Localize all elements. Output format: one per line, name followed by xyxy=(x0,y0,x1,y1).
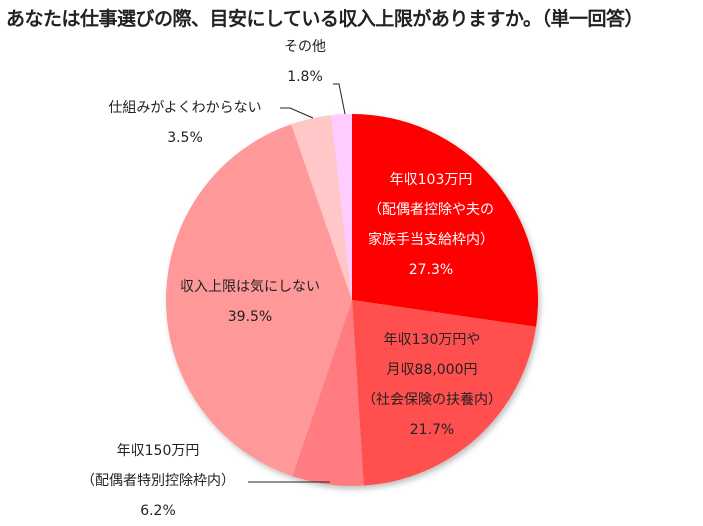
label-150-value: 6.2% xyxy=(140,503,176,519)
label-150-line2: （配偶者特別控除枠内） xyxy=(81,473,235,489)
label-130-line2: 月収88,000円 xyxy=(386,362,478,378)
label-150: 年収150万円 （配偶者特別控除枠内） 6.2% xyxy=(68,436,248,526)
pie-slice xyxy=(352,300,537,486)
label-103: 年収103万円 （配偶者控除や夫の 家族手当支給枠内） 27.3% xyxy=(356,165,506,285)
label-103-line3: 家族手当支給枠内） xyxy=(368,232,494,248)
label-no-limit-value: 39.5% xyxy=(227,309,273,325)
label-unknown-value: 3.5% xyxy=(167,130,203,146)
leader-line-unknown xyxy=(280,107,314,119)
leader-line-other xyxy=(333,83,346,115)
label-103-line1: 年収103万円 xyxy=(389,172,473,188)
label-other-line1: その他 xyxy=(284,39,326,55)
label-no-limit: 収入上限は気にしない 39.5% xyxy=(175,272,325,332)
pie-slice xyxy=(292,300,364,486)
chart-title: あなたは仕事選びの際、目安にしている収入上限がありますか。（単一回答） xyxy=(6,8,644,30)
label-other: その他 1.8% xyxy=(270,32,340,92)
label-103-value: 27.3% xyxy=(408,262,454,278)
pie-slice xyxy=(166,124,352,477)
pie-slice xyxy=(331,114,352,300)
pie-slices xyxy=(166,114,538,486)
label-130: 年収130万円や 月収88,000円 （社会保険の扶養内） 21.7% xyxy=(362,325,502,445)
label-other-value: 1.8% xyxy=(287,69,323,85)
label-unknown-line1: 仕組みがよくわからない xyxy=(108,100,262,116)
label-103-line2: （配偶者控除や夫の xyxy=(368,202,494,218)
pie-slice xyxy=(291,115,352,300)
label-130-value: 21.7% xyxy=(409,422,455,438)
label-150-line1: 年収150万円 xyxy=(116,443,200,459)
label-no-limit-line1: 収入上限は気にしない xyxy=(180,279,320,295)
label-130-line1: 年収130万円や xyxy=(383,332,481,348)
pie-slice xyxy=(352,114,538,327)
label-130-line3: （社会保険の扶養内） xyxy=(362,392,502,408)
label-unknown: 仕組みがよくわからない 3.5% xyxy=(95,93,275,153)
